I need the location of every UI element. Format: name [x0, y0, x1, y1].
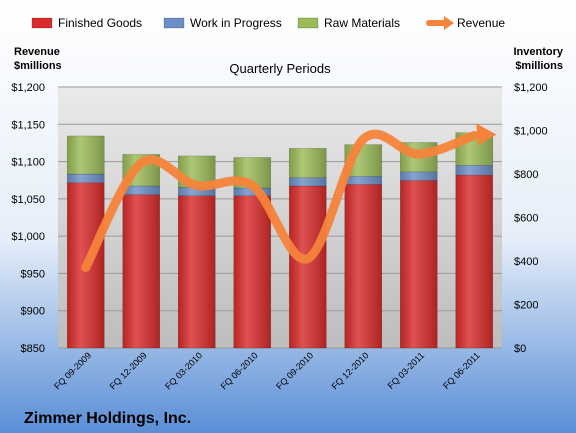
- legend-label-finished-goods: Finished Goods: [58, 16, 142, 30]
- right-axis-label-line1: Inventory: [513, 46, 563, 58]
- right-tick-label: $800: [514, 169, 538, 181]
- bar-shade: [455, 165, 493, 176]
- left-tick-label: $900: [21, 306, 45, 318]
- bar-shade: [289, 177, 327, 186]
- left-tick-label: $1,000: [11, 231, 45, 243]
- left-tick-label: $1,200: [11, 82, 45, 94]
- left-axis-label-line2: $millions: [14, 60, 62, 72]
- bar-shade: [233, 187, 271, 196]
- legend: Finished Goods Work in Progress Raw Materi…: [31, 16, 505, 30]
- bar-shade: [289, 185, 327, 348]
- right-tick-label: $1,000: [514, 126, 548, 138]
- revenue-line-arrowhead: [476, 123, 497, 146]
- bar-shade: [122, 194, 160, 348]
- bar-shade: [122, 185, 160, 195]
- legend-swatch-arrowhead: [444, 16, 454, 30]
- right-tick-label: $1,200: [514, 82, 548, 94]
- bar-shade: [178, 187, 216, 196]
- right-tick-label: $400: [514, 256, 538, 268]
- legend-label-revenue: Revenue: [457, 16, 505, 30]
- legend-label-raw-materials: Raw Materials: [324, 16, 400, 30]
- left-tick-label: $850: [21, 343, 45, 355]
- right-tick-label: $600: [514, 213, 538, 225]
- bar-shade: [289, 148, 327, 178]
- left-tick-label: $950: [21, 268, 45, 280]
- chart-subtitle: Quarterly Periods: [229, 61, 331, 76]
- legend-swatch-finished-goods: [31, 17, 53, 29]
- bar-shade: [455, 175, 493, 348]
- left-tick-label: $1,050: [11, 194, 45, 206]
- legend-swatch-work-in-progress: [163, 17, 185, 29]
- bars: [66, 132, 494, 349]
- bar-shade: [400, 180, 438, 348]
- left-tick-label: $1,150: [11, 119, 45, 131]
- bar-shade: [344, 184, 382, 348]
- right-tick-label: $200: [514, 300, 538, 312]
- right-axis-label-line2: $millions: [515, 60, 563, 72]
- revenue-line: [81, 129, 479, 272]
- bar-shade: [400, 171, 438, 181]
- left-axis-ticks: $850 $900 $950 $1,000 $1,050 $1,100 $1,150 $1,2…: [11, 82, 45, 355]
- bar-shade: [178, 195, 216, 348]
- bar-shade: [344, 176, 382, 185]
- bar-shade: [67, 135, 105, 174]
- right-tick-label: $0: [514, 343, 526, 355]
- left-tick-label: $1,100: [11, 157, 45, 169]
- legend-label-work-in-progress: Work in Progress: [190, 16, 282, 30]
- bar-shade: [233, 195, 271, 348]
- company-name: Zimmer Holdings, Inc.: [24, 410, 191, 427]
- bar-shade: [67, 174, 105, 183]
- legend-swatch-raw-materials: [297, 17, 319, 29]
- left-axis-label-line1: Revenue: [14, 46, 60, 58]
- right-axis-ticks: $0 $200 $400 $600 $800 $1,000 $1,200: [514, 82, 548, 355]
